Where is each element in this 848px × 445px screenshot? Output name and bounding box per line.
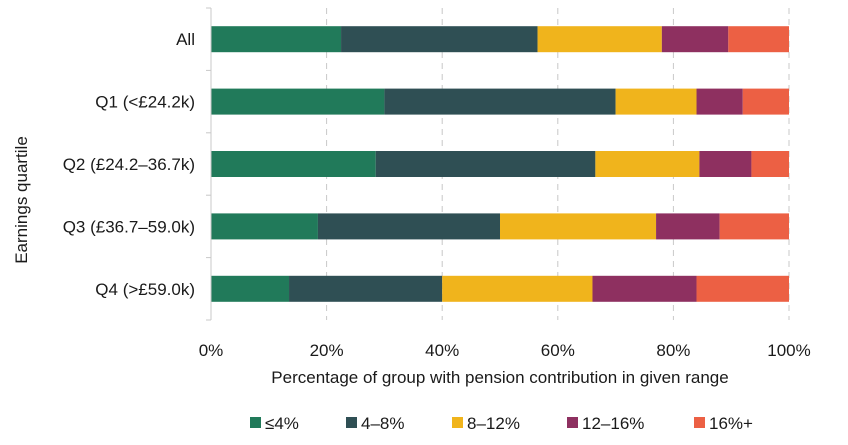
- category-label: Q1 (<£24.2k): [95, 93, 195, 112]
- category-axis: All Q1 (<£24.2k) Q2 (£24.2–36.7k) Q3 (£36.7…: [63, 7, 212, 321]
- bar-segment: [696, 275, 789, 302]
- value-axis: 0% 20% 40% 60% 80% 100%: [199, 341, 811, 360]
- legend-swatch: [567, 417, 578, 428]
- legend-label: ≤4%: [265, 414, 299, 433]
- bar-segment: [341, 26, 538, 53]
- bar-segment: [442, 275, 593, 302]
- legend-swatch: [346, 417, 357, 428]
- bar-segment: [656, 213, 720, 240]
- legend-swatch: [694, 417, 705, 428]
- legend: ≤4% 4–8% 8–12% 12–16% 16%+: [250, 414, 753, 433]
- x-tick-label: 40%: [425, 341, 459, 360]
- bar-segment: [500, 213, 657, 240]
- bars: [211, 26, 789, 302]
- bar-segment: [699, 151, 752, 177]
- y-axis-title: Earnings quartile: [12, 136, 31, 264]
- bar-segment: [728, 26, 789, 53]
- legend-label: 16%+: [709, 414, 753, 433]
- legend-label: 8–12%: [467, 414, 520, 433]
- bar-segment: [289, 275, 443, 302]
- bar-segment: [537, 26, 662, 53]
- bar-segment: [211, 26, 342, 53]
- bar-segment: [719, 213, 789, 240]
- bar-segment: [696, 88, 743, 115]
- bar-segment: [751, 151, 789, 177]
- bar-segment: [592, 275, 697, 302]
- category-label: All: [176, 30, 195, 49]
- category-label: Q2 (£24.2–36.7k): [63, 155, 195, 174]
- bar-segment: [211, 151, 376, 177]
- bar-segment: [742, 88, 789, 115]
- bar-segment: [211, 213, 318, 240]
- category-label: Q4 (>£59.0k): [95, 280, 195, 299]
- bar-segment: [317, 213, 500, 240]
- legend-label: 4–8%: [361, 414, 404, 433]
- bar-segment: [661, 26, 729, 53]
- bar-segment: [384, 88, 616, 115]
- legend-swatch: [452, 417, 463, 428]
- x-tick-label: 0%: [199, 341, 224, 360]
- legend-label: 12–16%: [582, 414, 644, 433]
- x-axis-title: Percentage of group with pension contrib…: [271, 368, 728, 387]
- bar-segment: [615, 88, 697, 115]
- bar-segment: [211, 275, 290, 302]
- category-label: Q3 (£36.7–59.0k): [63, 217, 195, 236]
- legend-swatch: [250, 417, 261, 428]
- bar-segment: [375, 151, 596, 177]
- x-tick-label: 20%: [310, 341, 344, 360]
- x-tick-label: 60%: [541, 341, 575, 360]
- x-tick-label: 100%: [767, 341, 810, 360]
- x-tick-label: 80%: [656, 341, 690, 360]
- bar-segment: [595, 151, 700, 177]
- bar-segment: [211, 88, 385, 115]
